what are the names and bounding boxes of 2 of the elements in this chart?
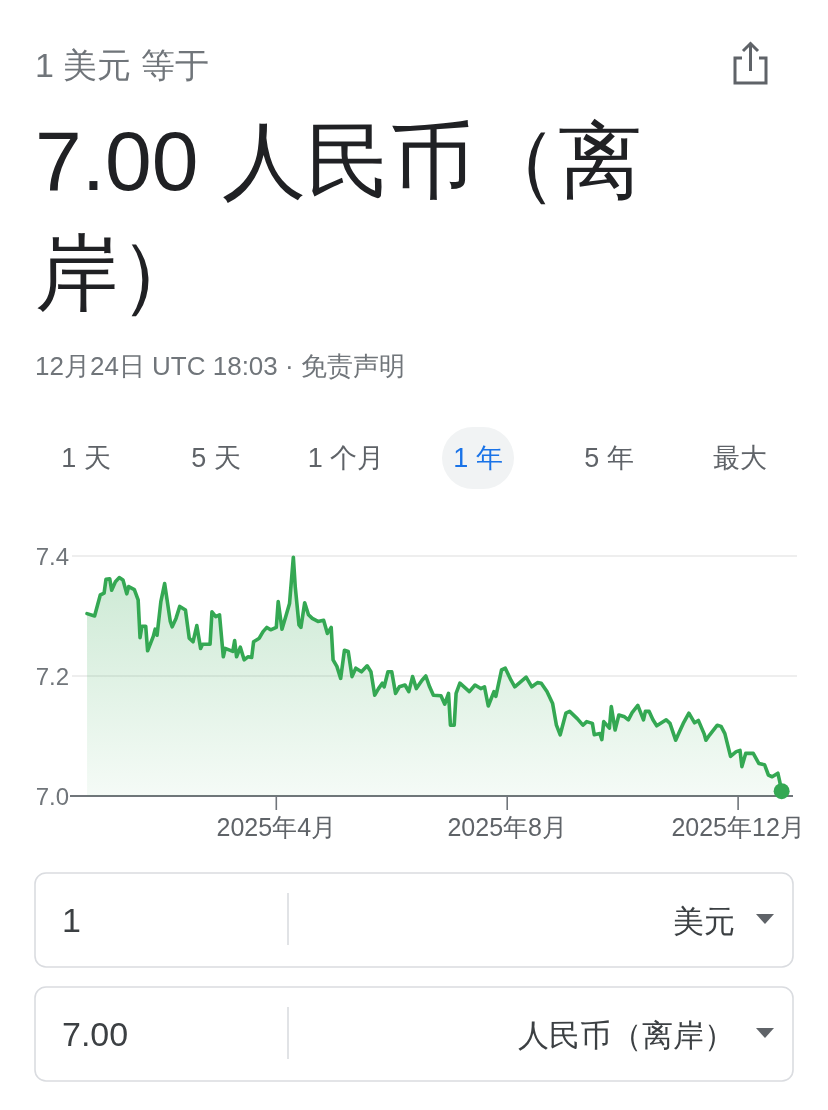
title: 7.00 人民币（离岸） [35,114,642,320]
subtitle: 1 美元 等于 [35,46,209,84]
